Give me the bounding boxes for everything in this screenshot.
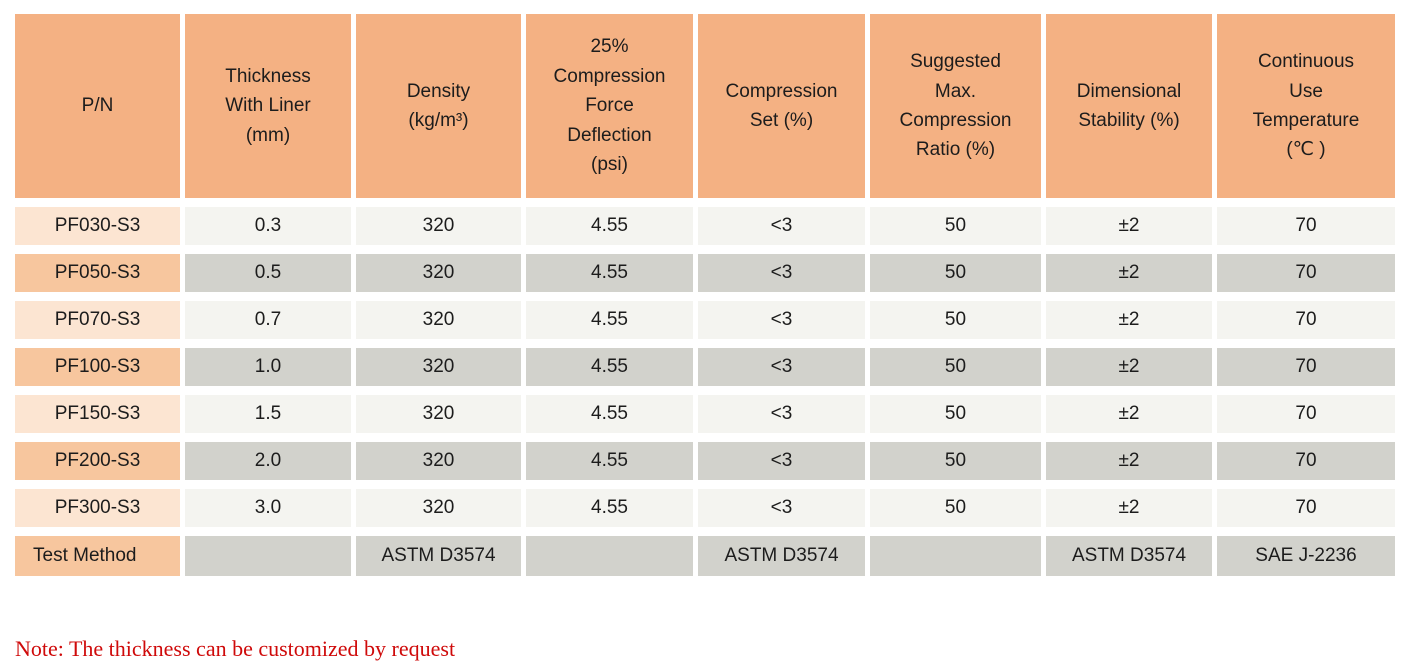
pn-cell: PF070-S3 bbox=[15, 301, 180, 339]
value-cell: <3 bbox=[698, 348, 865, 386]
column-header-pn: P/N bbox=[15, 14, 180, 198]
value-cell: <3 bbox=[698, 442, 865, 480]
column-header-compression-set: Compression Set (%) bbox=[698, 14, 865, 198]
value-cell: 4.55 bbox=[526, 442, 693, 480]
pn-cell: PF100-S3 bbox=[15, 348, 180, 386]
table-row: PF070-S3 0.7 320 4.55 <3 50 ±2 70 bbox=[15, 301, 1395, 339]
value-cell: 320 bbox=[356, 442, 521, 480]
value-cell: 1.5 bbox=[185, 395, 351, 433]
value-cell: 70 bbox=[1217, 489, 1395, 527]
value-cell: 50 bbox=[870, 301, 1041, 339]
table-row: PF200-S3 2.0 320 4.55 <3 50 ±2 70 bbox=[15, 442, 1395, 480]
value-cell: 0.5 bbox=[185, 254, 351, 292]
header-row: P/N Thickness With Liner (mm) Density (k… bbox=[15, 14, 1395, 198]
value-cell: 320 bbox=[356, 301, 521, 339]
test-method-row: Test Method ASTM D3574 ASTM D3574 ASTM D… bbox=[15, 536, 1395, 576]
pn-cell: PF050-S3 bbox=[15, 254, 180, 292]
value-cell: 70 bbox=[1217, 301, 1395, 339]
value-cell: 320 bbox=[356, 395, 521, 433]
value-cell: 320 bbox=[356, 207, 521, 245]
value-cell: 4.55 bbox=[526, 254, 693, 292]
value-cell: 320 bbox=[356, 489, 521, 527]
column-header-compression-force-deflection: 25% Compression Force Deflection (psi) bbox=[526, 14, 693, 198]
column-header-thickness: Thickness With Liner (mm) bbox=[185, 14, 351, 198]
value-cell: <3 bbox=[698, 489, 865, 527]
value-cell: 4.55 bbox=[526, 489, 693, 527]
value-cell: 0.3 bbox=[185, 207, 351, 245]
value-cell: 320 bbox=[356, 348, 521, 386]
value-cell: 50 bbox=[870, 254, 1041, 292]
value-cell: 3.0 bbox=[185, 489, 351, 527]
value-cell: 70 bbox=[1217, 254, 1395, 292]
value-cell: ±2 bbox=[1046, 254, 1212, 292]
value-cell: 70 bbox=[1217, 395, 1395, 433]
value-cell: SAE J-2236 bbox=[1217, 536, 1395, 576]
value-cell: 50 bbox=[870, 207, 1041, 245]
value-cell: <3 bbox=[698, 301, 865, 339]
value-cell: ASTM D3574 bbox=[356, 536, 521, 576]
pn-cell: PF300-S3 bbox=[15, 489, 180, 527]
value-cell: 2.0 bbox=[185, 442, 351, 480]
value-cell: <3 bbox=[698, 395, 865, 433]
table-row: PF050-S3 0.5 320 4.55 <3 50 ±2 70 bbox=[15, 254, 1395, 292]
value-cell: 4.55 bbox=[526, 395, 693, 433]
value-cell: ±2 bbox=[1046, 348, 1212, 386]
value-cell: ±2 bbox=[1046, 395, 1212, 433]
column-header-density: Density (kg/m³) bbox=[356, 14, 521, 198]
value-cell: 50 bbox=[870, 395, 1041, 433]
pn-cell: PF150-S3 bbox=[15, 395, 180, 433]
value-cell bbox=[526, 536, 693, 576]
value-cell: 1.0 bbox=[185, 348, 351, 386]
value-cell: ±2 bbox=[1046, 301, 1212, 339]
value-cell bbox=[870, 536, 1041, 576]
value-cell: ASTM D3574 bbox=[698, 536, 865, 576]
value-cell: 50 bbox=[870, 442, 1041, 480]
value-cell: 4.55 bbox=[526, 301, 693, 339]
table-row: PF150-S3 1.5 320 4.55 <3 50 ±2 70 bbox=[15, 395, 1395, 433]
value-cell: <3 bbox=[698, 254, 865, 292]
value-cell: ±2 bbox=[1046, 207, 1212, 245]
value-cell: 4.55 bbox=[526, 207, 693, 245]
value-cell: 70 bbox=[1217, 348, 1395, 386]
column-header-max-compression-ratio: Suggested Max. Compression Ratio (%) bbox=[870, 14, 1041, 198]
value-cell: 70 bbox=[1217, 207, 1395, 245]
column-header-dimensional-stability: Dimensional Stability (%) bbox=[1046, 14, 1212, 198]
value-cell: 50 bbox=[870, 489, 1041, 527]
value-cell: 70 bbox=[1217, 442, 1395, 480]
table-row: PF300-S3 3.0 320 4.55 <3 50 ±2 70 bbox=[15, 489, 1395, 527]
pn-cell: PF200-S3 bbox=[15, 442, 180, 480]
value-cell: 4.55 bbox=[526, 348, 693, 386]
pn-cell: PF030-S3 bbox=[15, 207, 180, 245]
value-cell: ±2 bbox=[1046, 489, 1212, 527]
value-cell: ASTM D3574 bbox=[1046, 536, 1212, 576]
value-cell: 320 bbox=[356, 254, 521, 292]
table-row: PF030-S3 0.3 320 4.55 <3 50 ±2 70 bbox=[15, 207, 1395, 245]
note-text: Note: The thickness can be customized by… bbox=[15, 636, 456, 661]
value-cell: <3 bbox=[698, 207, 865, 245]
table-row: PF100-S3 1.0 320 4.55 <3 50 ±2 70 bbox=[15, 348, 1395, 386]
value-cell: 50 bbox=[870, 348, 1041, 386]
value-cell: ±2 bbox=[1046, 442, 1212, 480]
value-cell: 0.7 bbox=[185, 301, 351, 339]
value-cell bbox=[185, 536, 351, 576]
test-method-label: Test Method bbox=[15, 536, 180, 576]
spec-table: P/N Thickness With Liner (mm) Density (k… bbox=[10, 5, 1400, 585]
column-header-continuous-use-temperature: Continuous Use Temperature (℃ ) bbox=[1217, 14, 1395, 198]
